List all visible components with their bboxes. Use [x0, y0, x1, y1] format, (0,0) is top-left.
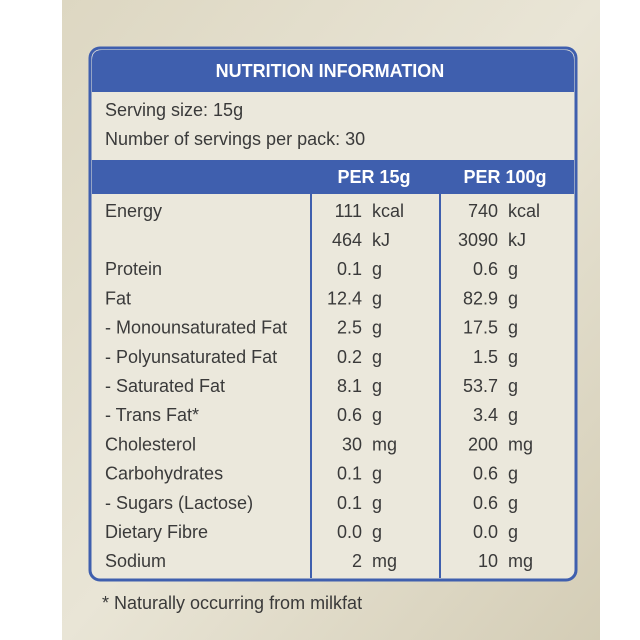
nutrient-name: Energy [105, 201, 162, 221]
amount-value: 0.0 [337, 522, 362, 542]
amount-unit: g [508, 464, 518, 484]
column-header: PER 15g [337, 167, 410, 187]
title-bar [92, 50, 574, 92]
nutrient-name: - Monounsaturated Fat [105, 318, 287, 338]
amount-unit: g [508, 376, 518, 396]
amount-value: 8.1 [337, 376, 362, 396]
amount-value: 2 [352, 551, 362, 571]
amount-unit: g [508, 493, 518, 513]
amount-unit: g [372, 522, 382, 542]
amount-value: 3.4 [473, 405, 498, 425]
amount-unit: kcal [372, 201, 404, 221]
amount-unit: g [372, 318, 382, 338]
amount-unit: g [508, 405, 518, 425]
amount-unit: g [372, 493, 382, 513]
nutrient-name: Sodium [105, 551, 166, 571]
nutrient-name: Carbohydrates [105, 464, 223, 484]
amount-unit: g [508, 522, 518, 542]
amount-value: 464 [332, 230, 362, 250]
amount-value: 17.5 [463, 318, 498, 338]
amount-value: 0.1 [337, 259, 362, 279]
nutrient-name: - Sugars (Lactose) [105, 493, 253, 513]
header-bar [92, 160, 574, 194]
amount-value: 1.5 [473, 347, 498, 367]
amount-value: 0.6 [473, 464, 498, 484]
amount-value: 3090 [458, 230, 498, 250]
footnote: * Naturally occurring from milkfat [102, 593, 362, 613]
amount-value: 10 [478, 551, 498, 571]
amount-unit: mg [508, 434, 533, 454]
amount-unit: g [372, 259, 382, 279]
amount-value: 30 [342, 434, 362, 454]
amount-value: 0.6 [473, 259, 498, 279]
amount-value: 53.7 [463, 376, 498, 396]
amount-value: 111 [335, 201, 362, 221]
amount-unit: g [508, 318, 518, 338]
amount-value: 0.1 [337, 493, 362, 513]
amount-value: 12.4 [327, 288, 362, 308]
nutrient-name: Dietary Fibre [105, 522, 208, 542]
amount-unit: mg [508, 551, 533, 571]
amount-unit: g [372, 288, 382, 308]
nutrient-name: - Polyunsaturated Fat [105, 347, 277, 367]
nutrient-name: - Trans Fat* [105, 405, 199, 425]
amount-unit: mg [372, 434, 397, 454]
amount-unit: g [508, 288, 518, 308]
amount-value: 0.6 [473, 493, 498, 513]
amount-unit: g [372, 464, 382, 484]
amount-value: 200 [468, 434, 498, 454]
amount-unit: g [508, 347, 518, 367]
amount-unit: g [372, 405, 382, 425]
servings-per-pack: Number of servings per pack: 30 [105, 129, 365, 149]
amount-unit: kJ [508, 230, 526, 250]
nutrient-name: - Saturated Fat [105, 376, 225, 396]
amount-unit: kJ [372, 230, 390, 250]
rows: Energy 111 kcal 464 kJ 740 kcal 3090 kJ Protein 0.… [105, 201, 540, 571]
amount-value: 0.1 [337, 464, 362, 484]
nutrient-name: Cholesterol [105, 434, 196, 454]
nutrient-name: Protein [105, 259, 162, 279]
amount-value: 0.0 [473, 522, 498, 542]
column-header: PER 100g [463, 167, 546, 187]
amount-unit: g [372, 376, 382, 396]
nutrient-name: Fat [105, 288, 131, 308]
amount-value: 0.2 [337, 347, 362, 367]
amount-value: 0.6 [337, 405, 362, 425]
amount-value: 2.5 [337, 318, 362, 338]
amount-unit: g [508, 259, 518, 279]
amount-unit: mg [372, 551, 397, 571]
amount-unit: g [372, 347, 382, 367]
title: NUTRITION INFORMATION [216, 61, 445, 81]
amount-value: 740 [468, 201, 498, 221]
amount-value: 82.9 [463, 288, 498, 308]
serving-size: Serving size: 15g [105, 100, 243, 120]
amount-unit: kcal [508, 201, 540, 221]
